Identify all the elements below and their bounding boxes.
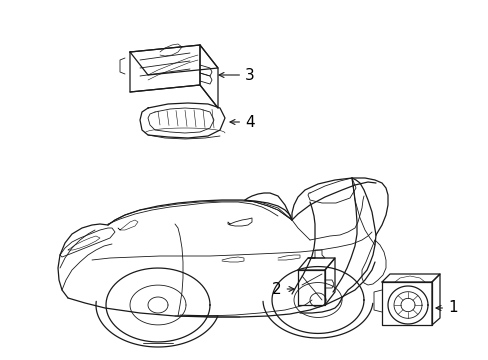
Text: 2: 2	[271, 282, 293, 297]
Text: 3: 3	[219, 68, 254, 82]
Text: 4: 4	[229, 114, 254, 130]
Text: 1: 1	[435, 301, 457, 315]
